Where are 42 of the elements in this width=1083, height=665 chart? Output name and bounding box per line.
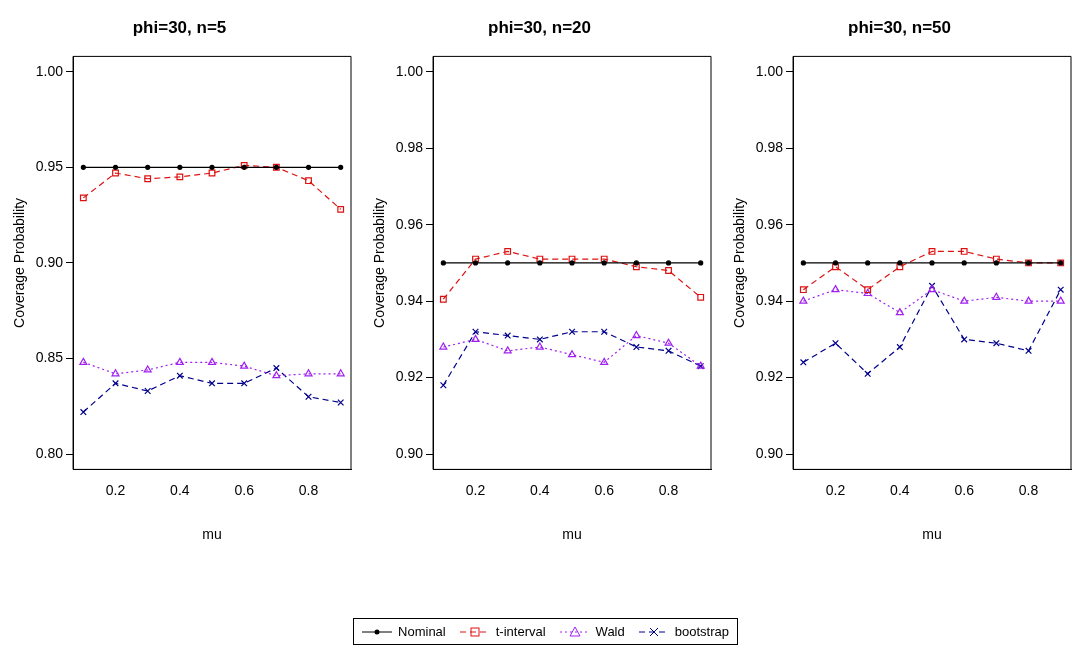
y-tick-label: 1.00	[395, 62, 424, 79]
y-tick-label: 0.92	[755, 368, 784, 385]
legend-label: bootstrap	[674, 624, 729, 639]
x-tick-label: 0.6	[594, 481, 615, 498]
y-tick-label: 1.00	[755, 62, 784, 79]
x-tick-label: 0.8	[1018, 481, 1039, 498]
y-tick-label: 0.90	[35, 253, 64, 270]
x-tick-label: 0.4	[530, 481, 550, 498]
legend-label: Nominal	[398, 624, 446, 639]
chart-title: phi=30, n=20	[488, 17, 591, 37]
y-axis-title: Coverage Probability	[371, 197, 388, 328]
x-tick-label: 0.2	[825, 481, 846, 498]
x-axis-title: mu	[562, 526, 582, 543]
y-axis-title: Coverage Probability	[11, 197, 28, 328]
legend-label: t-interval	[495, 624, 546, 639]
y-tick-label: 0.94	[755, 292, 784, 308]
x-tick-label: 0.4	[890, 481, 910, 498]
legend-label: Wald	[595, 624, 625, 639]
x-tick-label: 0.4	[170, 481, 190, 498]
y-tick-label: 0.90	[395, 444, 424, 461]
y-tick-label: 0.98	[395, 139, 424, 156]
y-tick-label: 0.96	[755, 215, 784, 232]
chart-title: phi=30, n=50	[848, 17, 951, 37]
x-tick-label: 0.2	[105, 481, 126, 498]
x-tick-label: 0.6	[234, 481, 255, 498]
y-tick-label: 0.95	[35, 158, 64, 175]
x-axis-title: mu	[922, 526, 942, 543]
y-tick-label: 0.85	[35, 349, 64, 366]
y-tick-label: 0.94	[395, 292, 424, 308]
y-tick-label: 0.90	[755, 444, 784, 461]
y-tick-label: 0.96	[395, 215, 424, 232]
x-tick-label: 0.6	[954, 481, 975, 498]
y-tick-label: 1.00	[35, 62, 64, 79]
y-axis-title: Coverage Probability	[731, 197, 748, 328]
y-tick-label: 0.92	[395, 368, 424, 385]
x-tick-label: 0.8	[658, 481, 679, 498]
chart-title: phi=30, n=5	[132, 17, 227, 37]
x-tick-label: 0.8	[298, 481, 319, 498]
y-tick-label: 0.80	[35, 444, 64, 461]
x-axis-title: mu	[202, 526, 222, 543]
y-tick-label: 0.98	[755, 139, 784, 156]
x-tick-label: 0.2	[465, 481, 486, 498]
